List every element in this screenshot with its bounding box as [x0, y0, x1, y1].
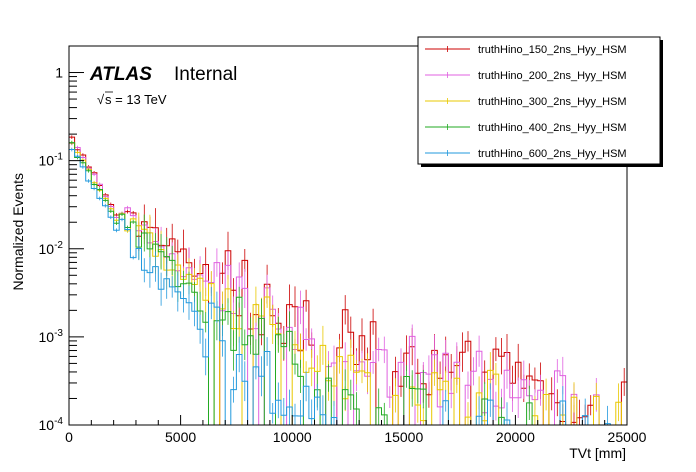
legend: truthHino_150_2ns_Hyy_HSM truthHino_200_2… [417, 36, 663, 167]
x-tick-label: 20000 [496, 429, 535, 445]
y-tick-label: 10-1 [39, 152, 64, 169]
legend-entry: truthHino_150_2ns_Hyy_HSM [425, 44, 627, 56]
y-tick-label: 10-4 [39, 416, 64, 433]
series-layer [69, 135, 627, 426]
plot-frame [68, 45, 628, 426]
legend-entry: truthHino_600_2ns_Hyy_HSM [425, 148, 627, 160]
x-tick-label: 0 [65, 429, 73, 445]
x-tick-label: 15000 [384, 429, 423, 445]
y-axis-title: Normalized Events [10, 173, 26, 291]
tick-layer: 0 5000 10000 15000 20000 25000 10-4 10-3 10-2 10-… [39, 45, 647, 445]
internal-label: Internal [174, 64, 237, 85]
x-tick-label: 5000 [165, 429, 196, 445]
legend-entry: truthHino_300_2ns_Hyy_HSM [425, 96, 627, 108]
sqrt-symbol: √ [97, 92, 105, 107]
legend-label: truthHino_150_2ns_Hyy_HSM [478, 44, 627, 56]
legend-entries: truthHino_150_2ns_Hyy_HSM truthHino_200_2… [425, 44, 627, 160]
atlas-label: ATLAS [89, 64, 152, 85]
y-tick-label: 1 [55, 65, 63, 81]
x-tick-label: 10000 [273, 429, 312, 445]
legend-entry: truthHino_400_2ns_Hyy_HSM [425, 122, 627, 134]
legend-label: truthHino_600_2ns_Hyy_HSM [478, 148, 627, 160]
legend-label: truthHino_200_2ns_Hyy_HSM [478, 70, 627, 82]
y-tick-label: 10-2 [39, 240, 64, 257]
legend-label: truthHino_400_2ns_Hyy_HSM [478, 122, 627, 134]
legend-entry: truthHino_200_2ns_Hyy_HSM [425, 70, 627, 82]
y-tick-label: 10-3 [39, 328, 64, 345]
x-tick-label: 25000 [608, 429, 647, 445]
x-axis-title: TVt [mm] [569, 445, 626, 461]
legend-label: truthHino_300_2ns_Hyy_HSM [478, 96, 627, 108]
energy-label: s = 13 TeV [105, 92, 167, 107]
